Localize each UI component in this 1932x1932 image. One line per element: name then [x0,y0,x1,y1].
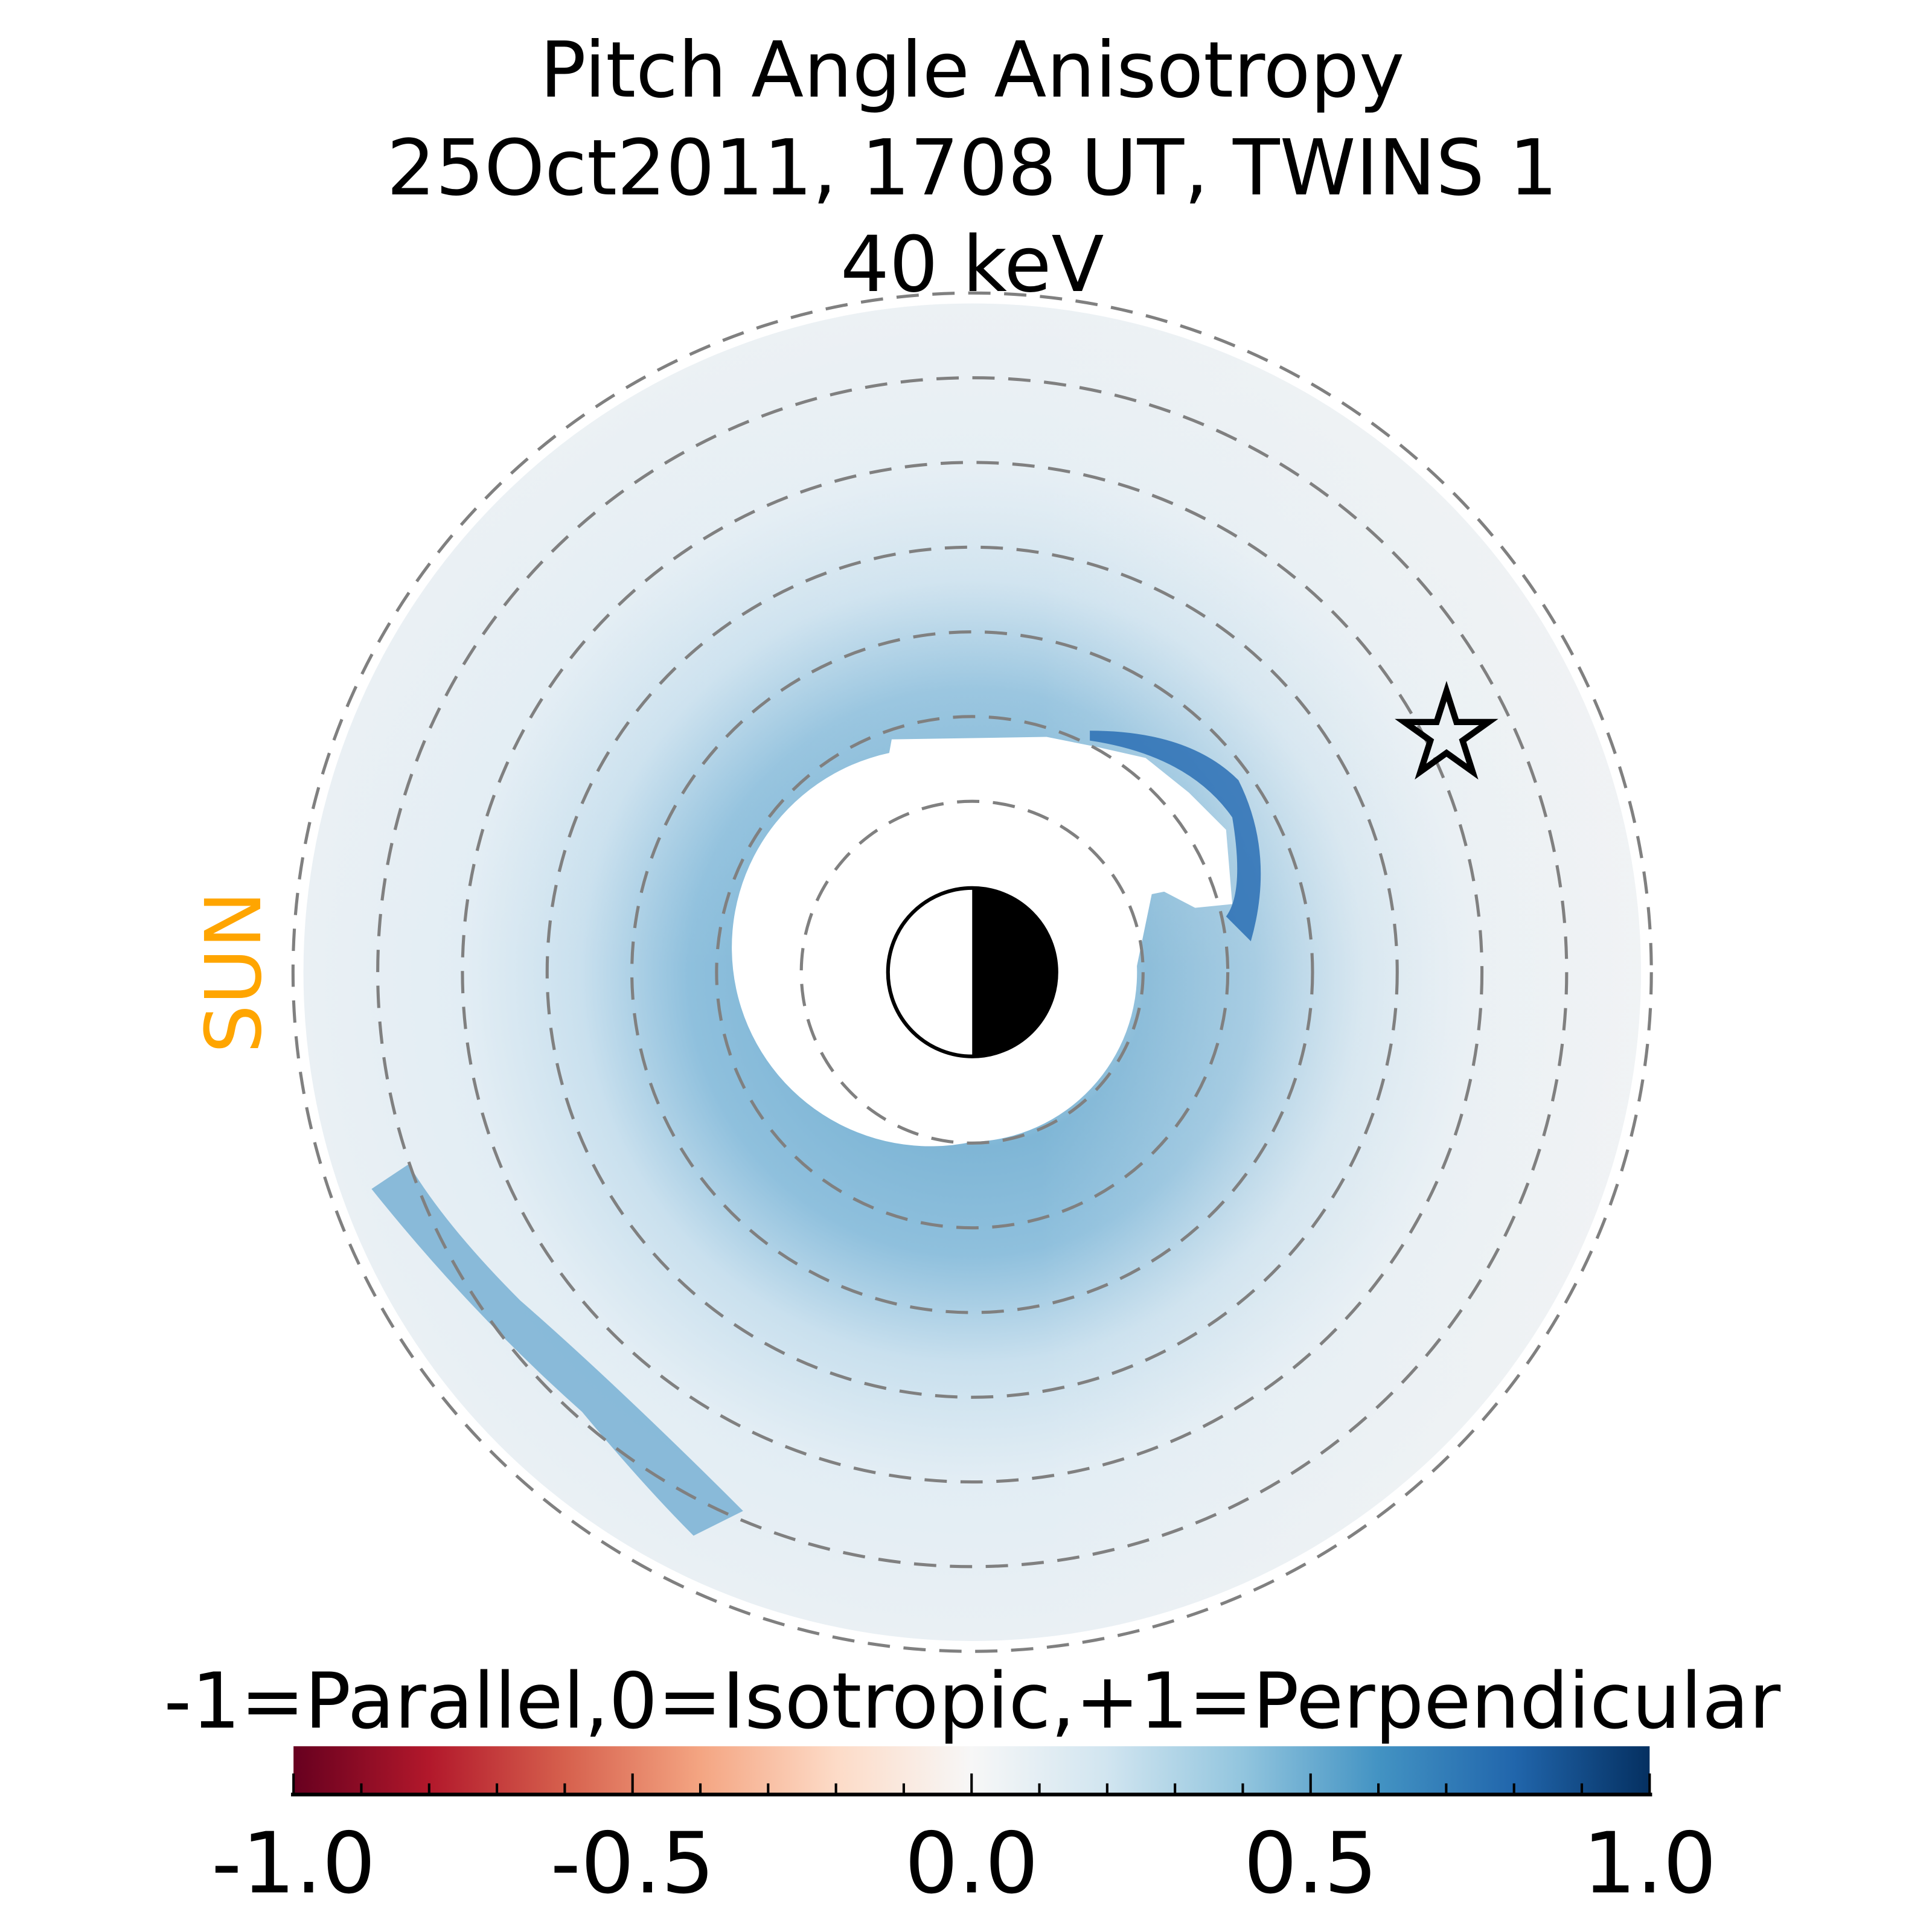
colorbar-tick-label: 0.0 [904,1814,1038,1912]
dashed-circle [291,291,1653,1653]
title-line-1: Pitch Angle Anisotropy [540,25,1404,115]
peak-anisotropy-band [1090,731,1261,941]
colorbar-ticks: -1.0 -0.5 0.0 0.5 1.0 [211,1773,1716,1912]
title-line-2: 25Oct2011, 1708 UT, TWINS 1 [386,123,1558,213]
dashed-range-circles [291,291,1653,1653]
colorbar-tick-label: 0.5 [1244,1814,1378,1912]
dashed-circle [545,545,1399,1399]
dashed-circle [461,461,1484,1484]
satellite-star-icon [1395,680,1499,780]
colorbar-tick-label: -0.5 [551,1814,715,1912]
title-line-3: 40 keV [840,220,1104,309]
dashed-circle [376,376,1569,1569]
colorbar-tick-label: 1.0 [1582,1814,1716,1912]
earth-icon [886,886,1058,1058]
sun-label: SUN [189,891,278,1054]
dashed-circle [630,630,1314,1314]
dashed-circle [715,715,1230,1230]
dark-edge-band [371,1164,743,1536]
dashed-circle [799,799,1145,1145]
colorbar-tick-label: -1.0 [211,1814,376,1912]
colorbar-label: -1=Parallel,0=Isotropic,+1=Perpendicular [164,1657,1781,1746]
